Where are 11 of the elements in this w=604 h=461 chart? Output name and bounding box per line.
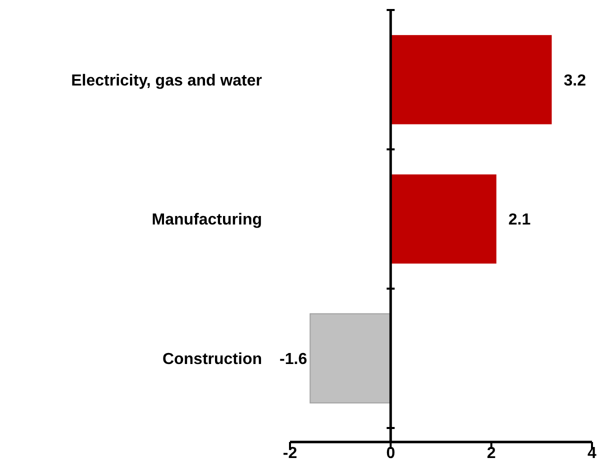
data-label: 2.1	[508, 212, 531, 229]
bar	[390, 35, 552, 124]
y-tick-label: Manufacturing	[152, 212, 262, 229]
x-tick-label: 0	[386, 445, 396, 461]
y-tick-label: Electricity, gas and water	[71, 72, 262, 90]
bar	[390, 174, 496, 264]
y-tick-label: Construction	[162, 350, 262, 368]
bar	[310, 313, 392, 404]
data-label: -1.6	[280, 350, 308, 368]
x-tick-label: -2	[282, 445, 298, 461]
data-label: 3.2	[564, 72, 586, 90]
